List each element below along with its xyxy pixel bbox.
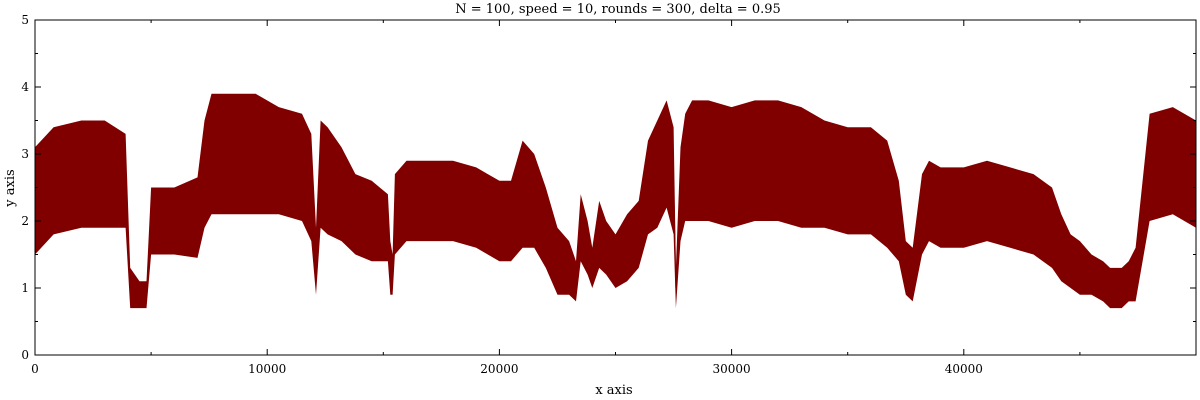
x-axis-ticks: 0 10000 20000 30000 40000	[31, 20, 1081, 376]
series-band	[35, 93, 1196, 309]
x-tick-label: 0	[31, 362, 39, 376]
y-tick-label: 2	[21, 214, 29, 228]
y-axis-ticks: 0 1 2 3 4 5	[21, 13, 1196, 362]
x-tick-label: 40000	[945, 362, 983, 376]
y-axis-label: y axis	[3, 169, 18, 207]
x-axis-label: x axis	[595, 383, 632, 398]
plot-area	[34, 93, 1197, 309]
y-tick-label: 0	[21, 348, 29, 362]
series-line	[34, 152, 1197, 296]
x-tick-label: 30000	[713, 362, 751, 376]
y-tick-label: 1	[21, 281, 29, 295]
y-tick-label: 5	[21, 13, 29, 27]
chart-title: N = 100, speed = 10, rounds = 300, delta…	[455, 2, 781, 17]
y-tick-label: 4	[21, 80, 29, 94]
x-tick-label: 20000	[480, 362, 518, 376]
x-tick-label: 10000	[248, 362, 286, 376]
y-tick-label: 3	[21, 147, 29, 161]
